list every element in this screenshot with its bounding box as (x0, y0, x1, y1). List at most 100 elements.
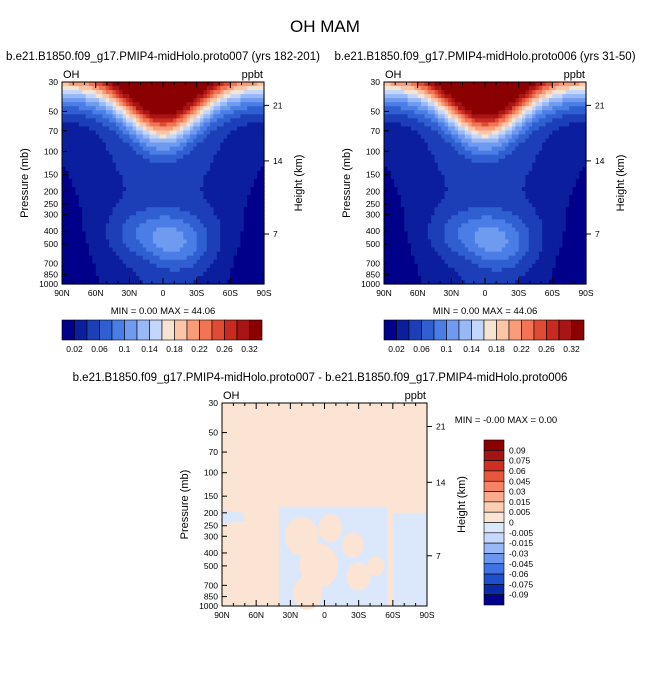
contour-cell (65, 187, 70, 192)
contour-cell (149, 199, 154, 204)
contour-cell (156, 187, 161, 192)
contour-cell (136, 154, 141, 160)
contour-cell (75, 82, 80, 87)
contour-cell (183, 174, 188, 180)
contour-cell (491, 199, 496, 204)
contour-cell (136, 211, 141, 216)
contour-cell (508, 166, 513, 172)
contour-cell (65, 122, 70, 128)
contour-cell (522, 102, 526, 107)
contour-cell (132, 207, 137, 212)
contour-cell (223, 90, 228, 95)
contour-cell (210, 114, 215, 119)
contour-cell (464, 86, 469, 91)
contour-cell (152, 150, 157, 156)
contour-cell (424, 191, 429, 196)
contour-cell (518, 154, 523, 160)
contour-cell (186, 162, 191, 168)
contour-cell (474, 138, 479, 144)
contour-cell (518, 134, 523, 140)
contour-cell (230, 170, 235, 176)
contour-cell (189, 138, 194, 144)
contour-cell (240, 199, 245, 204)
contour-cell (498, 122, 503, 128)
contour-cell (132, 219, 137, 224)
contour-cell (522, 203, 526, 208)
contour-cell (179, 126, 184, 132)
contour-cell (166, 86, 171, 91)
contour-cell (109, 118, 114, 123)
contour-cell (220, 247, 225, 253)
contour-cell (196, 239, 201, 245)
contour-cell (247, 259, 252, 265)
contour-cell (532, 166, 537, 172)
contour-cell (173, 142, 178, 148)
contour-cell (183, 138, 188, 144)
contour-cell (431, 102, 436, 107)
contour-cell (471, 154, 476, 160)
contour-cell (216, 138, 221, 144)
contour-cell (210, 243, 215, 249)
contour-cell (196, 90, 201, 95)
contour-cell (105, 150, 110, 156)
contour-cell (233, 118, 238, 123)
contour-cell (163, 255, 167, 261)
contour-cell (169, 187, 174, 192)
contour-cell (173, 267, 178, 273)
contour-cell (136, 187, 141, 192)
contour-cell (92, 227, 97, 233)
contour-cell (505, 86, 510, 91)
contour-cell (575, 150, 580, 156)
contour-cell (139, 227, 144, 233)
contour-cell (115, 122, 120, 128)
contour-cell (427, 134, 432, 140)
contour-cell (542, 195, 547, 200)
contour-cell (451, 162, 456, 168)
contour-cell (260, 142, 265, 148)
contour-cell (92, 118, 97, 123)
contour-cell (173, 162, 178, 168)
contour-cell (78, 170, 83, 176)
contour-cell (142, 235, 147, 241)
contour-cell (125, 263, 130, 269)
contour-cell (552, 150, 557, 156)
contour-cell (223, 279, 228, 285)
contour-cell (125, 118, 130, 123)
contour-cell (210, 154, 215, 160)
contour-cell (410, 146, 415, 152)
contour-cell (260, 102, 265, 107)
contour-cell (542, 142, 547, 148)
contour-cell (444, 178, 449, 184)
contour-cell (203, 118, 208, 123)
contour-cell (538, 102, 543, 107)
contour-cell (397, 98, 402, 103)
contour-cell (498, 110, 503, 115)
contour-cell (394, 195, 399, 200)
contour-cell (159, 223, 164, 229)
contour-cell (505, 106, 510, 111)
contour-cell (407, 174, 412, 180)
contour-cell (169, 275, 174, 281)
contour-cell (240, 235, 245, 241)
contour-cell (210, 235, 215, 241)
contour-cell (136, 247, 141, 253)
contour-cell (72, 227, 77, 233)
contour-cell (441, 150, 446, 156)
contour-cell (142, 195, 147, 200)
contour-cell (129, 267, 134, 273)
contour-cell (226, 110, 231, 115)
contour-cell (139, 219, 144, 224)
contour-cell (183, 267, 188, 273)
contour-cell (538, 187, 543, 192)
contour-cell (78, 98, 83, 103)
contour-cell (99, 275, 103, 281)
contour-cell (220, 215, 225, 220)
contour-cell (85, 239, 90, 245)
contour-cell (501, 138, 506, 144)
contour-cell (166, 263, 171, 269)
contour-cell (189, 82, 194, 87)
contour-cell (437, 126, 442, 132)
contour-cell (122, 154, 127, 160)
contour-cell (119, 247, 124, 253)
contour-cell (437, 158, 442, 164)
